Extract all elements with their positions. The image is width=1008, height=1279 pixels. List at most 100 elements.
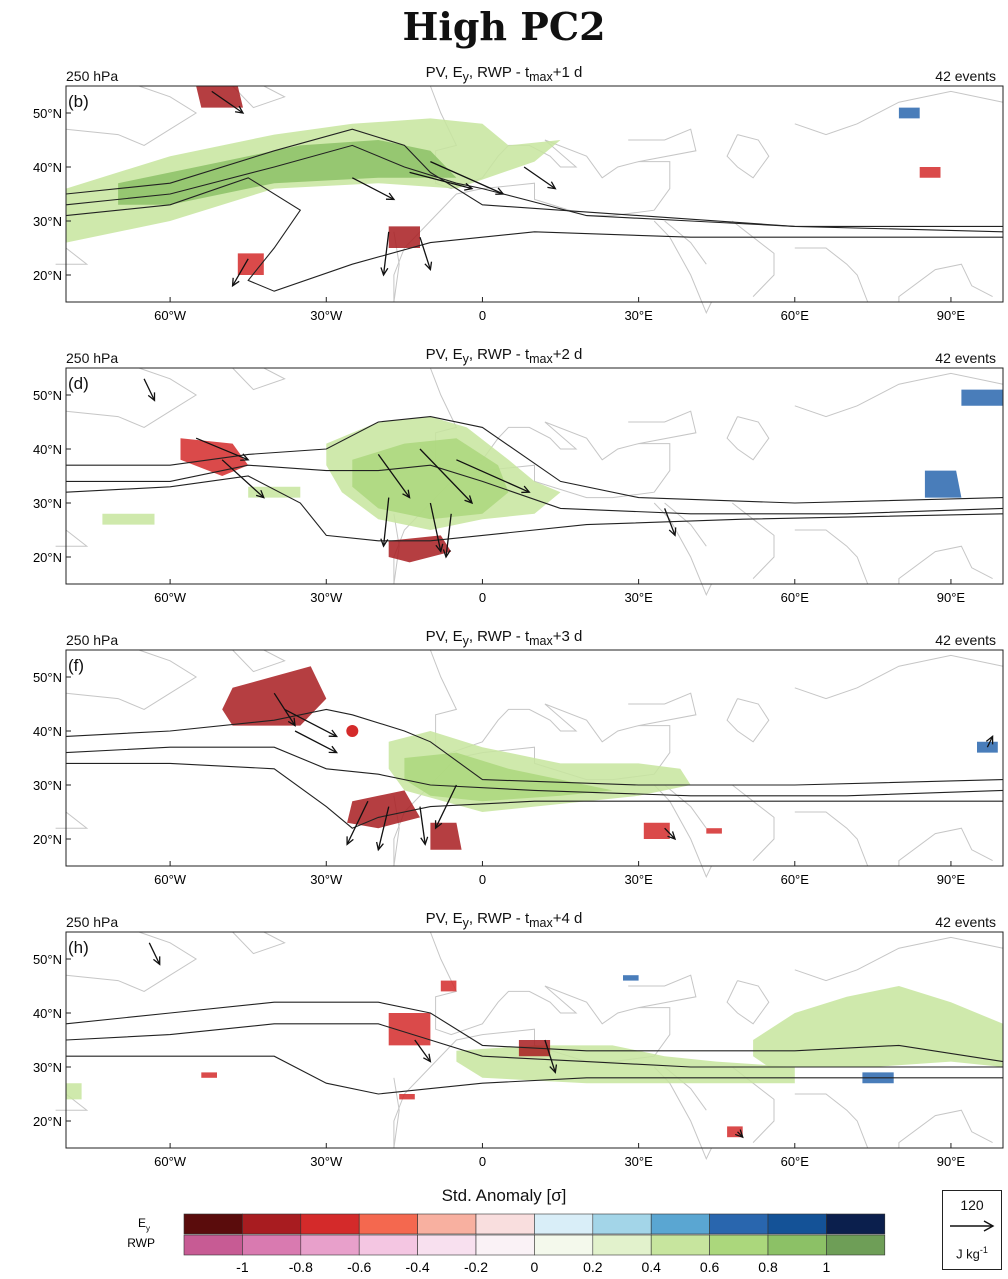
flux-vector-head (423, 1053, 432, 1063)
panel-title: PV, Ey, RWP - tmax+1 d (0, 64, 1008, 84)
ey-anomaly-patch (898, 107, 920, 119)
coastline (898, 1109, 993, 1148)
x-tick-label: 90°E (937, 590, 966, 605)
flux-vector-head (376, 841, 384, 852)
colorbar-rwp-cell (475, 1234, 535, 1256)
colorbar-rwp-cell (358, 1234, 418, 1256)
colorbar-ey-cell (358, 1213, 418, 1235)
colorbar-tick-label: -0.4 (406, 1259, 430, 1274)
flux-vector-shaft (232, 258, 249, 287)
colorbar-tick-label: 1 (823, 1259, 831, 1274)
colorbar-tick-label: 0 (531, 1259, 539, 1274)
colorbar-tick-label: 0.6 (700, 1259, 720, 1274)
coastline (232, 367, 286, 391)
flux-vector-head (328, 729, 339, 738)
ey-anomaly-patch (430, 822, 462, 850)
flux-vector-shaft (273, 692, 296, 726)
coastline (731, 220, 775, 297)
colorbar-row1-text: E (138, 1216, 146, 1230)
flux-vector (419, 806, 429, 846)
flux-vector-shaft (195, 437, 249, 461)
coastline (65, 931, 198, 992)
title-main: PV, E (425, 910, 463, 927)
ey-anomaly-patch (180, 438, 249, 476)
panel-level: 250 hPa (66, 350, 119, 366)
flux-vector (985, 735, 994, 748)
y-tick-label: 30°N (33, 496, 62, 511)
colorbar-rwp-cell (592, 1234, 652, 1256)
y-tick-label: 20°N (33, 550, 62, 565)
rwp-anomaly-patch (404, 752, 613, 802)
flux-vector-head (153, 956, 161, 966)
title-sub-max: max (529, 634, 553, 648)
ref-units-sup: -1 (979, 1245, 988, 1255)
pv-contour (65, 475, 1004, 542)
coastline (794, 247, 869, 303)
reference-arrow-icon (950, 1220, 995, 1232)
colorbar-rwp-cell (650, 1234, 710, 1256)
coastline (794, 811, 869, 867)
ey-anomaly-patch (388, 535, 452, 563)
reference-vector-box: 120 J kg-1 (942, 1190, 1002, 1270)
flux-vector (352, 177, 396, 201)
map-panel-1: 250 hPa PV, Ey, RWP - tmax+1 d 42 events… (0, 60, 1008, 342)
x-tick-label: 30°W (310, 308, 343, 323)
colorbar-rwp-cell (417, 1234, 477, 1256)
flux-vector (442, 513, 452, 559)
colorbar-rwp-cell (242, 1234, 302, 1256)
colorbar-rwp-cell (826, 1234, 886, 1256)
flux-vector-head (464, 495, 474, 505)
coastline (628, 692, 697, 727)
ey-anomaly-patch (643, 822, 670, 839)
coastline (898, 545, 993, 584)
y-tick-label: 50°N (33, 670, 62, 685)
flux-vector (148, 942, 161, 966)
x-tick-label: 60°W (154, 590, 187, 605)
colorbar-ey-cell (242, 1213, 302, 1235)
panel-level: 250 hPa (66, 68, 119, 84)
title-end: +2 d (552, 346, 583, 363)
title-sub-y: y (462, 916, 469, 930)
flux-vector-shaft (986, 736, 994, 748)
flux-vector-head (420, 836, 429, 846)
pv-contour (66, 1055, 1003, 1095)
colorbar-rwp-cell (709, 1234, 769, 1256)
x-tick-label: 30°W (310, 1154, 343, 1169)
y-tick-label: 40°N (33, 1006, 62, 1021)
flux-vector (143, 378, 156, 402)
flux-vector-shaft (419, 237, 432, 270)
coastline (726, 134, 770, 179)
panel-events: 42 events (935, 68, 996, 84)
colorbar-ey-cell (592, 1213, 652, 1235)
ey-anomaly-patch (727, 1126, 743, 1138)
coastline (628, 974, 697, 1009)
x-tick-label: 60°W (154, 308, 187, 323)
coastline (794, 654, 1004, 700)
y-tick-label: 50°N (33, 952, 62, 967)
panel-title: PV, Ey, RWP - tmax+3 d (0, 628, 1008, 648)
flux-vector-head (668, 527, 677, 537)
flux-vector-shaft (435, 784, 458, 829)
title-sub-max: max (529, 352, 553, 366)
flux-vector (434, 784, 458, 830)
rwp-anomaly-patch (753, 986, 1003, 1067)
y-tick-label: 40°N (33, 724, 62, 739)
coastline (628, 410, 697, 445)
flux-vector-shaft (382, 497, 390, 547)
title-main: PV, E (425, 64, 463, 81)
map-plot-3: 50°N 40°N 30°N 20°N 60°W 30°W 0 30°E 60°E 90°E (33, 649, 1004, 887)
title-mid: , RWP - t (468, 64, 530, 81)
coastline (628, 128, 697, 163)
flux-vector (211, 90, 245, 114)
flux-vector-shaft (346, 800, 369, 845)
flux-vector-head (255, 489, 265, 499)
colorbar-rwp-cell (183, 1234, 243, 1256)
title-sub-y: y (462, 352, 469, 366)
title-end: +1 d (552, 64, 583, 81)
rwp-anomaly-patch (118, 140, 457, 205)
colorbar-rwp-cell (767, 1234, 827, 1256)
x-tick-label: 30°E (624, 590, 653, 605)
colorbar-row2-label: RWP (127, 1236, 155, 1250)
coastline (653, 220, 712, 315)
title-sub-max: max (529, 70, 553, 84)
